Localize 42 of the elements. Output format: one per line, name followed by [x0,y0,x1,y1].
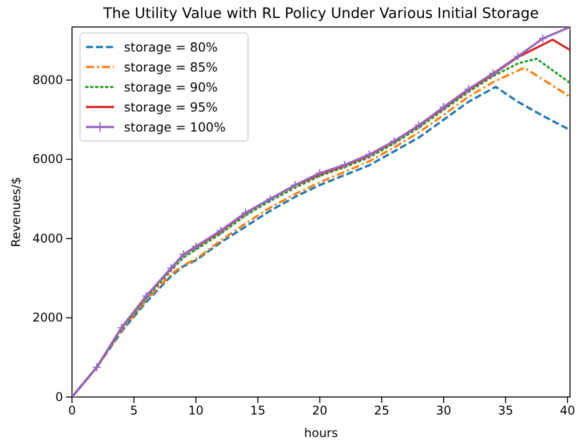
x-tick-label: 25 [374,404,390,418]
point [538,34,548,44]
x-tick-label: 5 [130,404,138,418]
x-tick-label: 30 [436,404,452,418]
point [414,120,424,130]
point [464,84,474,94]
point [364,150,374,160]
x-tick-label: 40 [560,404,576,418]
point [315,168,324,178]
y-tick-label: 4000 [32,231,63,246]
point [191,242,200,252]
y-tick-label: 6000 [32,152,63,166]
point [216,226,226,236]
x-tick-label: 20 [312,404,328,418]
point [389,136,399,146]
point [266,194,275,204]
point [290,180,300,190]
point [116,323,126,332]
point [178,250,188,259]
x-tick-label: 15 [250,404,266,418]
legend-label: storage = 90% [124,80,218,94]
x-tick-label: 35 [498,404,514,418]
y-tick-label: 8000 [32,72,63,87]
point [166,264,176,273]
x-tick-label: 0 [68,404,76,418]
legend-label: storage = 85% [124,60,218,74]
chart-title: The Utility Value with RL Policy Under Various Initial Storage [102,6,539,22]
point [340,160,350,170]
x-tick-label: 10 [188,404,204,418]
point [92,362,102,372]
y-tick-label: 0 [55,390,63,404]
point [488,68,498,78]
y-axis-title: Revenues/$ [9,176,23,248]
point [142,291,151,301]
point [240,208,250,218]
legend-label: storage = 80% [124,40,218,54]
legend-label: storage = 100% [124,120,226,134]
point [439,102,448,112]
x-axis-title: hours [304,426,338,440]
point [513,52,523,61]
y-tick-label: 2000 [32,310,63,325]
legend-label: storage = 95% [124,100,218,114]
